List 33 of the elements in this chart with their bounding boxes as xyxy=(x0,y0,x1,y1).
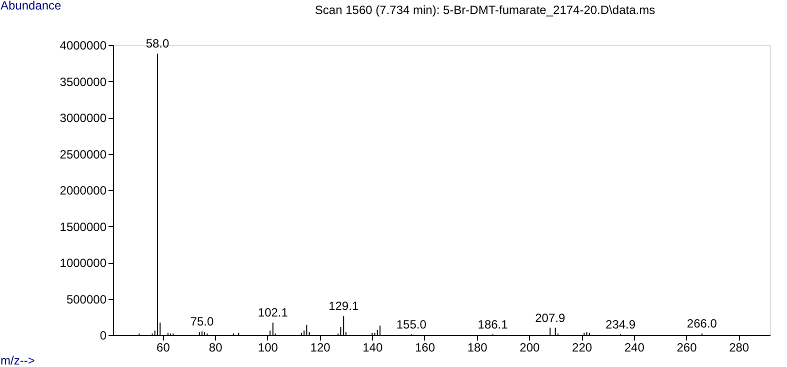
y-tick-label: 0 xyxy=(100,328,107,342)
y-tick-label: 1000000 xyxy=(60,256,107,270)
x-tick-label: 80 xyxy=(208,340,223,354)
x-tick-label: 240 xyxy=(624,340,645,354)
annotation: 102.1 xyxy=(258,306,288,320)
annotation: 129.1 xyxy=(328,299,359,314)
x-axis-title: m/z--> xyxy=(0,354,35,367)
x-tick-label: 180 xyxy=(467,340,488,354)
annotation: 234.9 xyxy=(606,317,636,332)
annotation: 155.0 xyxy=(396,317,427,332)
y-tick-label: 2500000 xyxy=(60,147,107,162)
x-tick-label: 160 xyxy=(414,340,436,354)
x-tick-label: 120 xyxy=(310,340,331,354)
x-tick-label: 140 xyxy=(362,340,383,354)
x-tick-label: 220 xyxy=(572,340,592,354)
x-tick-label: 100 xyxy=(258,340,278,354)
y-tick-label: 500000 xyxy=(66,292,107,306)
x-tick-label: 200 xyxy=(520,340,540,354)
y-tick-label: 4000000 xyxy=(60,38,107,52)
annotation: 58.0 xyxy=(146,36,170,51)
annotation: 186.1 xyxy=(478,317,508,332)
x-tick-label: 260 xyxy=(676,340,698,354)
annotation: 75.0 xyxy=(190,314,214,328)
annotation: 266.0 xyxy=(686,316,718,331)
x-tick-label: 280 xyxy=(729,340,750,354)
y-tick-label: 3000000 xyxy=(60,111,107,125)
y-tick-label: 1500000 xyxy=(60,220,107,234)
x-tick-label: 60 xyxy=(156,340,170,354)
chart-title: Scan 1560 (7.734 min): 5-Br-DMT-fumarate_2174-20.D\data.ms xyxy=(314,3,656,17)
y-axis-title: Abundance xyxy=(0,0,62,12)
y-tick-label: 3500000 xyxy=(60,74,107,89)
y-tick-label: 2000000 xyxy=(60,184,107,198)
annotation: 207.9 xyxy=(535,310,566,325)
